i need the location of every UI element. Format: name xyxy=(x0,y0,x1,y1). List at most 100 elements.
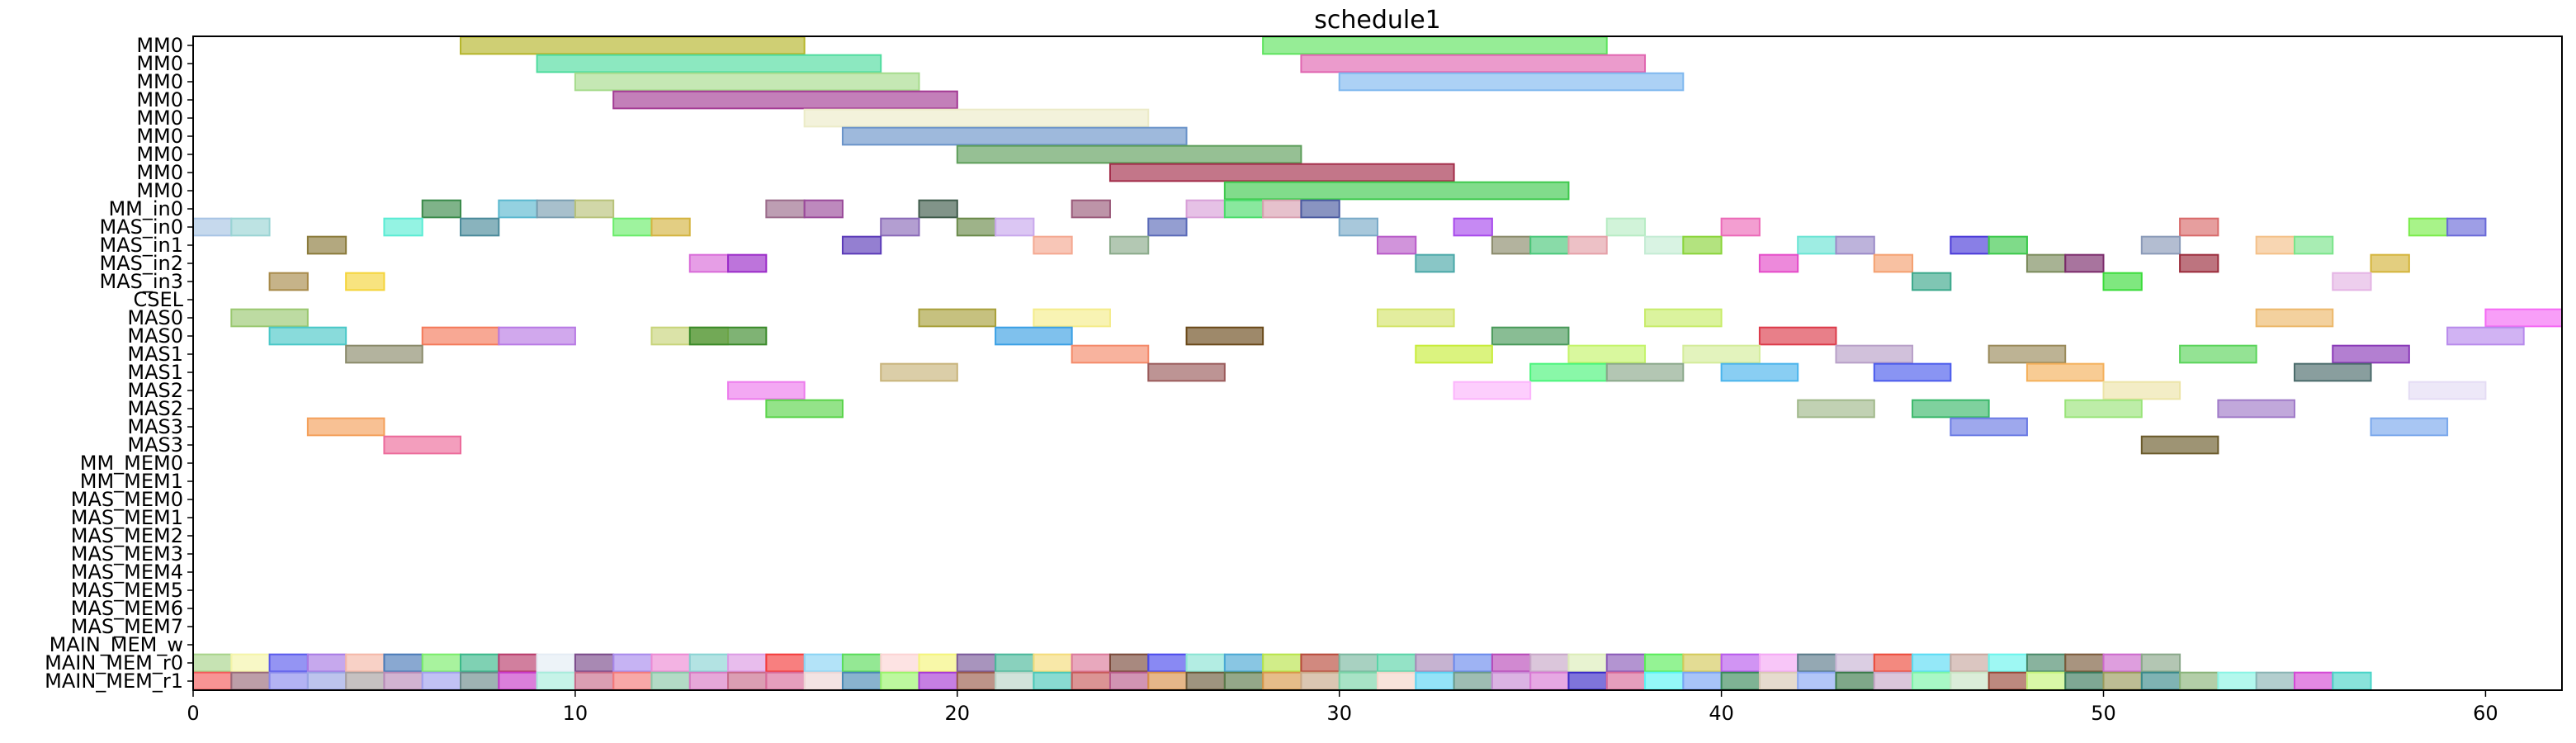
memory-bar xyxy=(1988,671,2028,691)
schedule-bar xyxy=(1453,217,1493,237)
memory-bar xyxy=(1605,671,1647,691)
y-tick-label: MAS2 xyxy=(127,379,183,402)
schedule-bar xyxy=(1567,344,1647,364)
memory-bar xyxy=(268,653,309,673)
schedule-bar xyxy=(1147,217,1188,237)
memory-bar xyxy=(1644,671,1685,691)
schedule-bar xyxy=(1108,163,1455,182)
schedule-bar xyxy=(1682,344,1761,364)
memory-bar xyxy=(1835,671,1875,691)
memory-bar xyxy=(574,653,615,673)
memory-bar xyxy=(2293,671,2334,691)
memory-bar xyxy=(612,671,653,691)
schedule-bar xyxy=(765,399,844,419)
memory-bar xyxy=(956,653,997,673)
schedule-bar xyxy=(1873,253,1914,273)
y-tick-label: MM0 xyxy=(136,70,183,93)
schedule-bar xyxy=(1033,308,1111,328)
memory-bar xyxy=(688,671,730,691)
schedule-bar xyxy=(2102,272,2143,291)
schedule-bar xyxy=(383,217,423,237)
memory-bar xyxy=(1758,671,1799,691)
memory-bar xyxy=(2102,653,2143,673)
schedule-bar xyxy=(2446,326,2525,346)
memory-bar xyxy=(2217,671,2257,691)
schedule-bar xyxy=(574,199,615,219)
y-tick-label: MAS_MEM3 xyxy=(71,542,183,566)
memory-bar xyxy=(421,671,462,691)
memory-bar xyxy=(880,653,920,673)
memory-bar xyxy=(1912,653,1952,673)
memory-bar xyxy=(1682,671,1723,691)
schedule-bar xyxy=(2293,235,2334,255)
y-tick-label: MAS_in0 xyxy=(99,215,183,239)
memory-bar xyxy=(1720,671,1761,691)
memory-bar xyxy=(1415,671,1455,691)
memory-bar xyxy=(1529,671,1570,691)
memory-bar xyxy=(306,671,347,691)
schedule-bar xyxy=(2408,217,2449,237)
memory-bar xyxy=(688,653,730,673)
schedule-bar xyxy=(1415,344,1493,364)
memory-bar xyxy=(383,671,423,691)
schedule-bar xyxy=(2025,362,2105,382)
y-tick-label: MAS_MEM5 xyxy=(71,579,183,602)
memory-bar xyxy=(498,671,538,691)
schedule-bar xyxy=(727,253,768,273)
memory-bar xyxy=(1338,671,1379,691)
memory-bar xyxy=(383,653,423,673)
memory-bar xyxy=(1185,671,1226,691)
plot-frame xyxy=(192,35,2563,691)
y-tick-label: MAS_MEM7 xyxy=(71,615,183,638)
y-tick-label: MAIN_MEM_w xyxy=(50,633,183,656)
schedule-bar xyxy=(2408,381,2487,400)
memory-bar xyxy=(2179,671,2219,691)
schedule-bar xyxy=(2179,217,2219,237)
memory-bar xyxy=(612,653,653,673)
schedule-bar xyxy=(345,344,423,364)
memory-bar xyxy=(1950,653,1990,673)
memory-bar xyxy=(727,653,768,673)
y-tick-label: MM_MEM0 xyxy=(80,452,183,475)
schedule-bar xyxy=(345,272,385,291)
memory-bar xyxy=(1300,653,1340,673)
memory-bar xyxy=(345,671,385,691)
memory-bar xyxy=(2140,653,2181,673)
schedule-bar xyxy=(2370,417,2449,437)
x-axis-ticks: 0 10 20 30 40 50 60 xyxy=(187,690,2498,725)
memory-bar xyxy=(918,671,958,691)
schedule-bar xyxy=(1491,326,1570,346)
y-tick-label: MM0 xyxy=(136,125,183,148)
memory-bar xyxy=(192,671,233,691)
schedule-bar xyxy=(956,144,1302,164)
memory-bar xyxy=(803,653,844,673)
memory-bar xyxy=(2255,671,2295,691)
schedule-bar xyxy=(536,54,882,73)
schedule-bar xyxy=(2140,435,2219,455)
y-tick-label: MAS_MEM1 xyxy=(71,506,183,529)
schedule-bar xyxy=(841,126,1188,146)
memory-bar xyxy=(1147,671,1188,691)
schedule-bar xyxy=(1529,362,1608,382)
y-tick-label: MAIN_MEM_r0 xyxy=(45,651,183,674)
schedule-bar xyxy=(1529,235,1570,255)
schedule-bar xyxy=(1338,72,1685,92)
memory-bar xyxy=(421,653,462,673)
memory-bar xyxy=(995,671,1035,691)
schedule-bar xyxy=(995,217,1035,237)
memory-bar xyxy=(1720,653,1761,673)
schedule-bar xyxy=(2102,381,2181,400)
memory-bar xyxy=(498,653,538,673)
y-tick-label: MAS1 xyxy=(127,343,183,366)
memory-bar xyxy=(192,653,233,673)
schedule-bar xyxy=(2140,235,2181,255)
y-tick-label: MAS1 xyxy=(127,361,183,384)
x-tick-label: 40 xyxy=(1709,702,1734,725)
y-tick-label: MAIN_MEM_r1 xyxy=(45,670,183,693)
schedule-bar xyxy=(1720,217,1761,237)
memory-bar xyxy=(1300,671,1340,691)
schedule-bar xyxy=(1950,417,2028,437)
schedule-bar xyxy=(2217,399,2295,419)
memory-bar xyxy=(1223,653,1264,673)
schedule-bar xyxy=(650,217,691,237)
